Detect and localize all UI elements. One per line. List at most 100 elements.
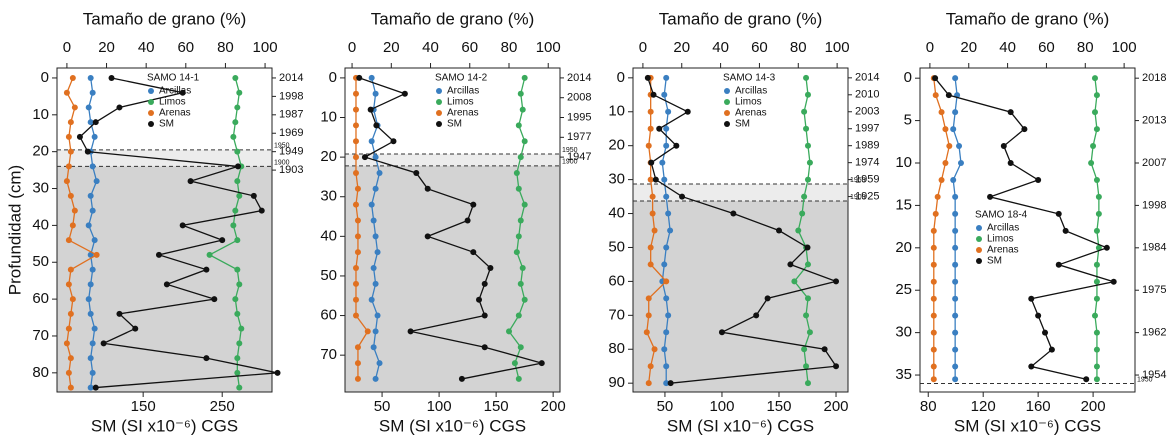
data-point [65, 281, 72, 288]
data-point [1028, 295, 1035, 302]
x2-axis-title: Tamaño de grano (%) [371, 9, 534, 28]
x2-tick-label: 100 [253, 39, 278, 56]
data-point [647, 108, 654, 115]
data-point [930, 295, 937, 302]
period-label: 1950 [1137, 376, 1153, 383]
data-point [952, 312, 959, 319]
period-label: 1950 [850, 177, 866, 184]
data-point [361, 154, 368, 161]
data-point [647, 244, 654, 251]
data-point [84, 148, 91, 155]
data-point [372, 233, 379, 240]
data-point [458, 375, 465, 382]
y-tick-label: 20 [32, 143, 49, 160]
data-point [652, 176, 659, 183]
data-point [368, 296, 375, 303]
data-point [230, 133, 237, 140]
data-point [219, 237, 226, 244]
data-point [250, 192, 257, 199]
data-point [374, 249, 381, 256]
y2-tick-label: 1989 [855, 140, 879, 152]
plot-frame [56, 67, 273, 393]
data-point [67, 384, 74, 391]
y-tick-label: 25 [895, 281, 912, 298]
data-point [63, 89, 70, 96]
data-point [1048, 346, 1055, 353]
legend-label: Limos [987, 234, 1014, 245]
data-point [663, 193, 670, 200]
legend-label: Arcillas [159, 86, 191, 97]
data-point [370, 265, 377, 272]
data-point [538, 360, 545, 367]
data-point [71, 104, 78, 111]
x-axis-title: SM (SI x10⁻⁶) CGS [379, 416, 526, 435]
data-point [663, 278, 670, 285]
series-line [934, 77, 1114, 380]
y-tick-label: 30 [320, 188, 337, 205]
data-point [659, 159, 666, 166]
data-point [89, 163, 96, 170]
x2-tick-label: 100 [536, 39, 561, 56]
data-point [274, 369, 281, 376]
shade-light [345, 153, 560, 166]
legend-label: Arcillas [987, 223, 1019, 234]
data-point [950, 126, 957, 133]
data-point [952, 227, 959, 234]
y-tick-label: 15 [895, 196, 912, 213]
legend-swatch [724, 88, 730, 94]
data-point [352, 312, 359, 319]
x2-axis-title: Tamaño de grano (%) [659, 9, 822, 28]
data-point [69, 222, 76, 229]
series-line [208, 77, 242, 388]
data-point [930, 363, 937, 370]
y2-tick-label: 1977 [567, 131, 591, 143]
plot-frame [919, 67, 1136, 393]
data-point [1093, 261, 1100, 268]
legend-label: SM [987, 256, 1002, 267]
data-point [517, 90, 524, 97]
data-point [1091, 312, 1098, 319]
data-point [1062, 227, 1069, 234]
data-point [116, 104, 123, 111]
x-tick-label: 80 [920, 398, 937, 415]
legend-label: Arenas [735, 108, 767, 119]
x-tick-label: 200 [541, 398, 566, 415]
data-point [356, 74, 363, 81]
data-point [352, 90, 359, 97]
data-point [987, 193, 994, 200]
y-tick-label: 60 [32, 290, 49, 307]
data-point [232, 119, 239, 126]
data-point [663, 380, 670, 387]
y-tick-label: 0 [617, 69, 625, 86]
data-point [1093, 363, 1100, 370]
data-point [63, 178, 70, 185]
data-point [795, 227, 802, 234]
data-point [821, 346, 828, 353]
data-point [930, 329, 937, 336]
y2-tick-label: 2013 [1142, 114, 1166, 126]
data-point [515, 233, 522, 240]
data-point [803, 312, 810, 319]
data-point [718, 329, 725, 336]
x2-axis-title: Tamaño de grano (%) [83, 9, 246, 28]
data-point [804, 261, 811, 268]
y2-tick-label: 1975 [1142, 284, 1166, 296]
data-point [950, 176, 957, 183]
y2-tick-label: 2010 [855, 89, 879, 101]
x2-tick-label: 40 [138, 39, 155, 56]
y-tick-label: 70 [32, 327, 49, 344]
data-point [521, 201, 528, 208]
data-point [87, 119, 94, 126]
data-point [952, 75, 959, 82]
data-point [354, 344, 361, 351]
data-point [804, 91, 811, 98]
y2-tick-label: 1995 [567, 111, 591, 123]
data-point [663, 142, 670, 149]
data-point [234, 355, 241, 362]
y-tick-label: 70 [608, 306, 625, 323]
data-point [85, 296, 92, 303]
y-tick-label: 50 [608, 238, 625, 255]
data-point [211, 296, 218, 303]
data-point [952, 363, 959, 370]
data-point [413, 169, 420, 176]
